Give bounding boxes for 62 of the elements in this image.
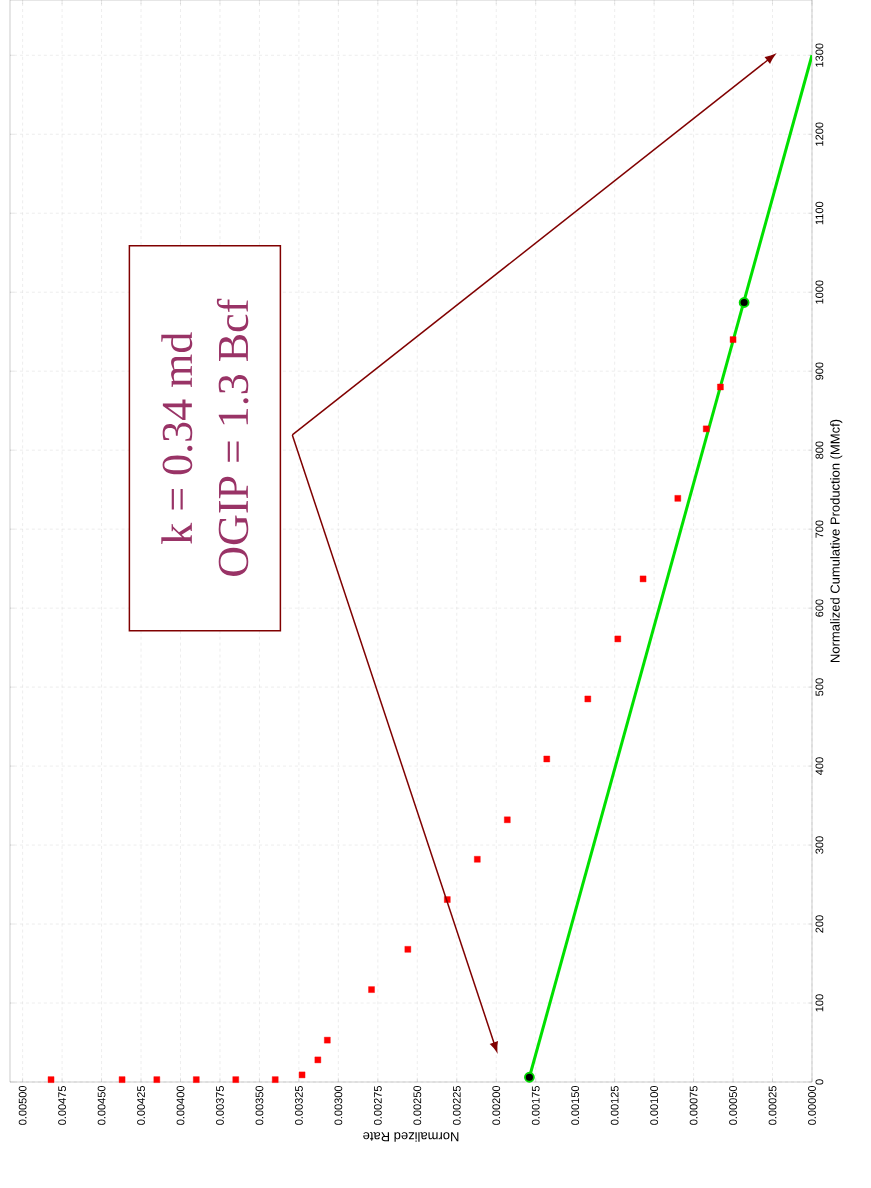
x-tick-label: 0.00350 — [255, 1085, 264, 1125]
point — [118, 1076, 126, 1083]
x-tick-label: 0.00450 — [97, 1085, 106, 1125]
x-tick-label: 0.00200 — [492, 1085, 501, 1125]
y-tick-label: 900 — [815, 362, 824, 380]
x-tick-label: 0.00325 — [295, 1085, 303, 1125]
y-axis-title: Normalized Cumulative Production (MMcf) — [830, 419, 843, 663]
point — [153, 1076, 161, 1083]
x-tick-label: 0.00175 — [531, 1085, 540, 1125]
point — [717, 383, 724, 391]
x-tick-label: 0.00425 — [137, 1085, 145, 1125]
point — [324, 1036, 331, 1044]
x-tick-label: 0.00075 — [689, 1085, 698, 1125]
point — [298, 1071, 306, 1079]
y-tick-label: 300 — [815, 836, 824, 854]
x-tick-label: 0.00025 — [768, 1085, 777, 1125]
y-tick-label: 700 — [815, 520, 824, 538]
x-tick-label: 0.00225 — [452, 1085, 461, 1125]
point — [584, 695, 592, 703]
point — [404, 946, 412, 953]
x-tick-label: 0.00000 — [808, 1085, 816, 1125]
point — [47, 1076, 55, 1083]
point — [368, 986, 375, 993]
y-tick-label: 0 — [815, 1079, 824, 1085]
x-tick-label: 0.00125 — [610, 1085, 619, 1125]
x-tick-label: 0.00250 — [413, 1085, 422, 1125]
point — [314, 1056, 322, 1064]
annotation: OGIP = 1.3 Bcf — [216, 298, 249, 576]
y-tick-label: 600 — [815, 599, 824, 617]
x-tick-label: 0.00150 — [571, 1085, 580, 1125]
point — [193, 1076, 200, 1083]
x-tick-label: 0.00050 — [729, 1085, 737, 1125]
x-tick-label: 0.00300 — [334, 1085, 343, 1125]
x-tick-label: 0.00100 — [650, 1085, 659, 1125]
x-tick-label: 0.00500 — [18, 1085, 27, 1125]
point — [614, 635, 622, 643]
point — [272, 1076, 279, 1083]
point — [524, 1071, 535, 1083]
y-tick-label: 1200 — [815, 122, 824, 146]
point — [674, 495, 681, 502]
y-tick-label: 1000 — [815, 280, 824, 304]
annotation: k = 0.34 md — [161, 332, 193, 544]
x-tick-label: 0.00375 — [216, 1085, 224, 1125]
point — [738, 297, 750, 308]
y-tick-label: 500 — [815, 678, 824, 696]
point — [474, 856, 481, 863]
point — [729, 336, 737, 343]
point — [639, 575, 647, 583]
y-tick-label: 100 — [815, 994, 824, 1012]
x-tick-label: 0.00275 — [373, 1085, 382, 1125]
x-axis-title: Normalized Rate — [363, 1132, 459, 1142]
y-tick-label: 400 — [815, 757, 824, 776]
x-tick-label: 0.00475 — [58, 1085, 66, 1125]
y-tick-label: 1100 — [815, 201, 824, 225]
point — [504, 816, 511, 823]
point — [543, 755, 550, 763]
y-tick-label: 800 — [815, 441, 824, 459]
x-tick-label: 0.00400 — [176, 1085, 185, 1125]
point — [232, 1076, 239, 1083]
y-tick-label: 1300 — [815, 43, 824, 67]
y-tick-label: 200 — [815, 915, 824, 933]
point — [703, 425, 710, 433]
